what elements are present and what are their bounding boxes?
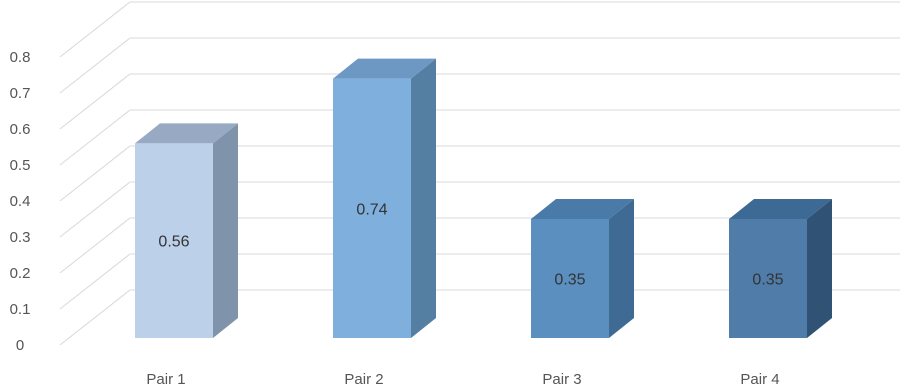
gridline-depth — [59, 73, 131, 130]
bar-side-face — [807, 199, 832, 338]
data-label: 0.56 — [158, 234, 189, 251]
bar-front-face — [135, 143, 213, 338]
y-tick-label: 0.3 — [10, 229, 31, 246]
bar-front-face — [729, 219, 807, 338]
x-category-label: Pair 4 — [740, 371, 779, 388]
y-tick-label: 0.6 — [10, 121, 31, 138]
gridline-depth — [59, 217, 131, 274]
bar-side-face — [411, 58, 436, 338]
gridline-depth — [59, 1, 131, 58]
bar-4: 0.35 — [729, 199, 832, 338]
gridline-depth — [59, 289, 131, 346]
bar-side-face — [213, 123, 238, 339]
x-category-label: Pair 1 — [146, 371, 185, 388]
x-category-label: Pair 2 — [344, 371, 383, 388]
gridline-depth — [59, 109, 131, 166]
bar-top-face — [729, 199, 832, 219]
gridline-depth — [59, 181, 131, 238]
bar-side-face — [609, 199, 634, 338]
bar-front-face — [333, 78, 411, 338]
bar-front-face — [531, 219, 609, 338]
y-tick-label: 0.4 — [10, 193, 31, 210]
bar-3: 0.35 — [531, 199, 634, 338]
gridline-depth — [59, 37, 131, 94]
x-category-label: Pair 3 — [542, 371, 581, 388]
x-axis-categories: Pair 1 Pair 2 Pair 3 Pair 4 — [146, 371, 779, 388]
data-label: 0.35 — [752, 272, 783, 289]
data-label: 0.35 — [554, 272, 585, 289]
y-tick-label: 0.7 — [10, 85, 31, 102]
bar-top-face — [531, 199, 634, 219]
grid-lines — [59, 1, 900, 346]
bar-1: 0.56 — [135, 123, 238, 339]
bar-2: 0.74 — [333, 58, 436, 338]
bars: 0.56 0.74 0.35 0.35 — [135, 58, 832, 339]
y-tick-label: 0.5 — [10, 157, 31, 174]
gridline-depth — [59, 145, 131, 202]
y-tick-label: 0 — [16, 337, 24, 354]
bar-top-face — [333, 58, 436, 79]
y-tick-label: 0.8 — [10, 49, 31, 66]
data-label: 0.74 — [356, 201, 387, 218]
gridline-depth — [59, 253, 131, 310]
y-tick-label: 0.2 — [10, 265, 31, 282]
y-tick-label: 0.1 — [10, 301, 31, 318]
bar-top-face — [135, 123, 238, 144]
y-axis-ticks: 0 0.1 0.2 0.3 0.4 0.5 0.6 0.7 0.8 — [10, 49, 31, 354]
